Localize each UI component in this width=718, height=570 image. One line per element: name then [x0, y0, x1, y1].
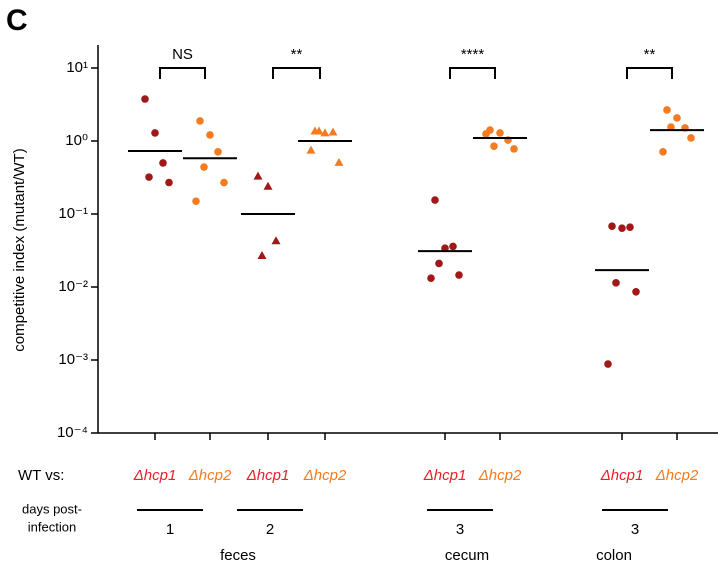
category-label: Δhcp1	[423, 467, 467, 484]
days-label: days post-	[22, 501, 82, 516]
data-point	[427, 274, 435, 282]
panel-label: C	[6, 4, 28, 37]
category-label: Δhcp1	[133, 467, 177, 484]
data-point	[314, 126, 324, 135]
data-point	[196, 117, 204, 125]
significance-label: ****	[461, 46, 485, 63]
data-point	[632, 287, 640, 296]
data-point	[263, 181, 273, 190]
days-value: 2	[266, 521, 274, 538]
category-label: Δhcp2	[303, 467, 347, 484]
y-tick-label: 10⁻³	[58, 351, 88, 368]
row-label: WT vs:	[18, 467, 64, 484]
data-point	[604, 360, 612, 368]
data-point	[192, 197, 200, 205]
y-axis-label: competitive index (mutant/WT)	[11, 148, 28, 351]
data-point	[141, 95, 149, 103]
category-label: Δhcp2	[478, 467, 522, 484]
data-point	[334, 157, 344, 166]
data-point	[618, 224, 626, 232]
data-point	[673, 114, 681, 122]
site-label: colon	[596, 547, 632, 564]
data-point	[612, 279, 620, 287]
y-tick-label: 10¹	[66, 59, 88, 76]
data-point	[441, 244, 449, 253]
data-point	[159, 159, 167, 167]
data-point	[659, 148, 667, 156]
data-point	[449, 242, 457, 251]
significance-bracket	[159, 67, 206, 79]
days-label: infection	[28, 519, 76, 534]
site-label: cecum	[445, 547, 489, 564]
data-point	[165, 178, 173, 187]
days-value: 1	[166, 521, 174, 538]
y-tick-label: 10⁰	[65, 132, 88, 149]
data-point	[490, 142, 498, 150]
y-tick-label: 10⁻²	[58, 278, 88, 295]
data-point	[482, 130, 490, 138]
data-point	[151, 129, 159, 137]
data-point	[608, 222, 616, 231]
data-point	[435, 259, 443, 268]
data-point	[431, 196, 439, 204]
data-point	[257, 251, 267, 260]
data-point	[328, 127, 338, 136]
data-point	[626, 223, 634, 231]
significance-bracket	[272, 67, 321, 79]
y-tick-label: 10⁻⁴	[57, 424, 88, 441]
significance-bracket	[449, 67, 496, 79]
data-point	[496, 129, 504, 137]
category-label: Δhcp2	[188, 467, 232, 484]
data-point	[455, 271, 463, 279]
category-label: Δhcp1	[246, 467, 290, 484]
data-point	[200, 163, 208, 171]
days-value: 3	[456, 521, 464, 538]
data-point	[253, 171, 263, 180]
data-point	[510, 145, 518, 153]
data-point	[687, 134, 695, 142]
site-label: feces	[220, 547, 256, 564]
significance-label: NS	[172, 46, 193, 63]
data-point	[306, 145, 316, 154]
data-point	[271, 236, 281, 245]
data-point	[214, 148, 222, 156]
significance-label: **	[291, 46, 303, 63]
data-point	[206, 131, 214, 139]
category-label: Δhcp1	[600, 467, 644, 484]
days-value: 3	[631, 521, 639, 538]
category-label: Δhcp2	[655, 467, 699, 484]
data-point	[220, 178, 228, 187]
y-tick-label: 10⁻¹	[58, 205, 88, 222]
data-point	[667, 123, 675, 131]
data-point	[663, 106, 671, 114]
significance-bracket	[626, 67, 673, 79]
significance-label: **	[644, 46, 656, 63]
data-point	[145, 173, 153, 181]
